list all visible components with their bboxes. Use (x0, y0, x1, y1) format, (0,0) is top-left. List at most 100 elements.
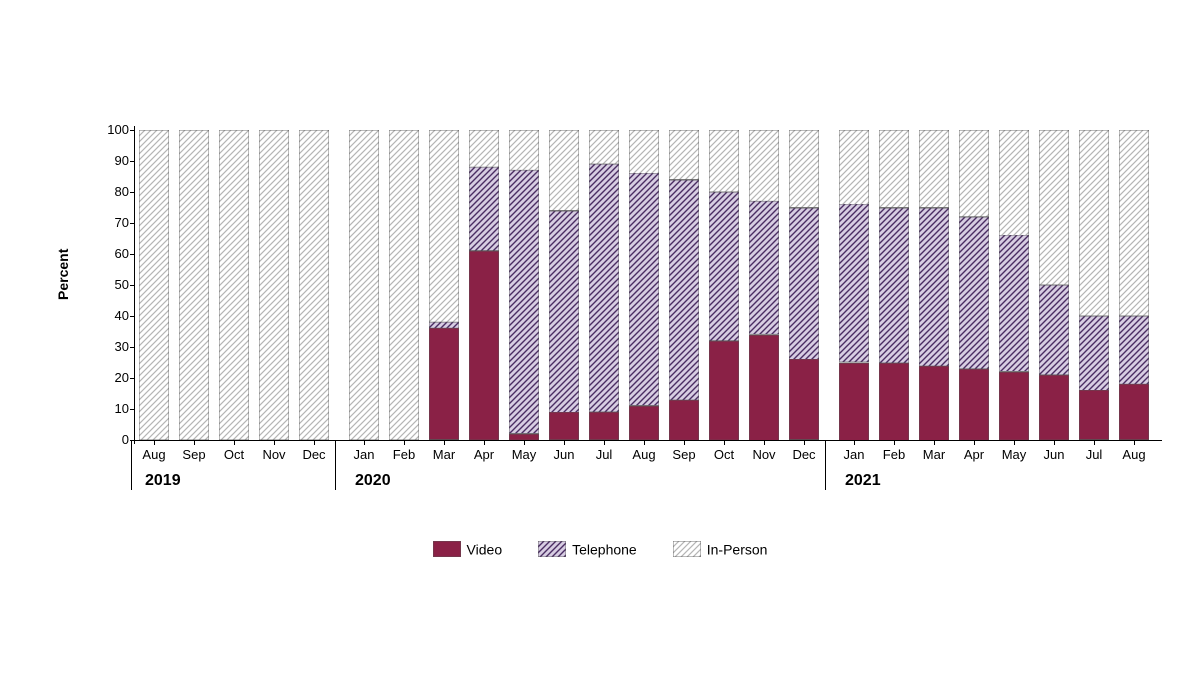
year-separator (335, 440, 336, 490)
bar-segment-telephone (839, 204, 869, 362)
bar-segment-video (469, 251, 499, 440)
bar-column (349, 130, 379, 440)
bar-segment-inperson (469, 130, 499, 167)
bar-segment-telephone (509, 170, 539, 434)
bar-segment-inperson (839, 130, 869, 204)
bar-segment-telephone (1039, 285, 1069, 375)
x-tick-mark (894, 440, 895, 445)
bar-segment-telephone (629, 173, 659, 406)
x-tick-mark (524, 440, 525, 445)
bar-column (469, 130, 499, 440)
y-tick-label: 80 (99, 184, 129, 199)
y-tick-label: 100 (99, 122, 129, 137)
bar-column (509, 130, 539, 440)
x-tick-mark (854, 440, 855, 445)
bar-column (299, 130, 329, 440)
legend-item-telephone: Telephone (538, 540, 637, 557)
bar-column (179, 130, 209, 440)
x-tick-label: Oct (709, 447, 739, 462)
x-tick-mark (364, 440, 365, 445)
bar-column (1039, 130, 1069, 440)
year-separator (131, 440, 132, 490)
bar-segment-telephone (1079, 316, 1109, 390)
bar-column (919, 130, 949, 440)
chart-legend: Video Telephone In-Person (0, 540, 1200, 557)
x-tick-label: Feb (879, 447, 909, 462)
x-tick-mark (644, 440, 645, 445)
x-tick-label: Oct (219, 447, 249, 462)
bar-segment-inperson (509, 130, 539, 170)
bar-column (879, 130, 909, 440)
x-tick-label: Jul (589, 447, 619, 462)
y-tick-label: 10 (99, 401, 129, 416)
bar-segment-video (1079, 390, 1109, 440)
x-tick-label: Feb (389, 447, 419, 462)
bar-column (749, 130, 779, 440)
x-tick-mark (484, 440, 485, 445)
bar-segment-video (549, 412, 579, 440)
bar-segment-telephone (919, 208, 949, 366)
legend-label: Video (467, 541, 503, 557)
bar-segment-telephone (789, 208, 819, 360)
y-tick-label: 60 (99, 246, 129, 261)
bar-segment-inperson (219, 130, 249, 440)
bar-segment-inperson (139, 130, 169, 440)
x-tick-mark (934, 440, 935, 445)
legend-swatch-telephone (538, 541, 566, 557)
bar-segment-video (919, 366, 949, 440)
bar-segment-telephone (469, 167, 499, 251)
bar-segment-inperson (389, 130, 419, 440)
bar-segment-inperson (1079, 130, 1109, 316)
bar-segment-inperson (999, 130, 1029, 235)
x-tick-label: Dec (789, 447, 819, 462)
bar-segment-video (709, 341, 739, 440)
x-tick-label: Jan (839, 447, 869, 462)
x-tick-label: Mar (429, 447, 459, 462)
x-tick-label: Dec (299, 447, 329, 462)
x-tick-label: Jan (349, 447, 379, 462)
bar-segment-video (959, 369, 989, 440)
bar-segment-inperson (429, 130, 459, 322)
legend-item-video: Video (433, 540, 503, 557)
x-tick-mark (194, 440, 195, 445)
x-tick-label: Jun (1039, 447, 1069, 462)
legend-item-inperson: In-Person (673, 540, 768, 557)
bar-column (549, 130, 579, 440)
x-tick-label: Sep (669, 447, 699, 462)
bar-column (669, 130, 699, 440)
bar-segment-video (1039, 375, 1069, 440)
bar-segment-telephone (669, 180, 699, 400)
bar-segment-inperson (349, 130, 379, 440)
bar-segment-inperson (919, 130, 949, 208)
y-tick-label: 40 (99, 308, 129, 323)
year-label: 2021 (845, 472, 881, 490)
bar-column (629, 130, 659, 440)
bar-column (709, 130, 739, 440)
bar-segment-inperson (179, 130, 209, 440)
x-tick-label: Nov (259, 447, 289, 462)
legend-swatch-video (433, 541, 461, 557)
bar-column (139, 130, 169, 440)
bar-segment-telephone (749, 201, 779, 334)
bar-segment-inperson (299, 130, 329, 440)
year-label: 2019 (145, 472, 181, 490)
bar-segment-video (629, 406, 659, 440)
legend-label: In-Person (707, 541, 768, 557)
bar-segment-inperson (789, 130, 819, 208)
x-tick-mark (1094, 440, 1095, 445)
y-tick-label: 30 (99, 339, 129, 354)
bar-column (389, 130, 419, 440)
bar-column (839, 130, 869, 440)
bar-segment-telephone (429, 322, 459, 328)
bar-segment-video (749, 335, 779, 440)
bar-segment-video (879, 363, 909, 441)
x-tick-mark (804, 440, 805, 445)
year-label: 2020 (355, 472, 391, 490)
x-tick-mark (1014, 440, 1015, 445)
bar-segment-telephone (959, 217, 989, 369)
bar-segment-video (999, 372, 1029, 440)
y-axis-label: Percent (55, 249, 71, 300)
x-tick-mark (1054, 440, 1055, 445)
bar-column (219, 130, 249, 440)
x-tick-label: May (999, 447, 1029, 462)
